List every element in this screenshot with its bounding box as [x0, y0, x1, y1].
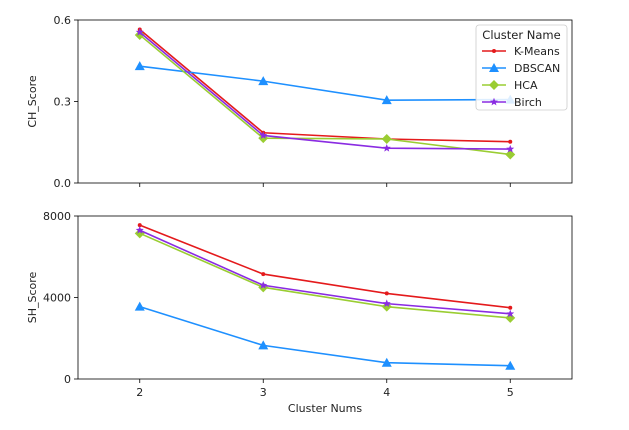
series-birch: [135, 226, 515, 318]
series-hca: [134, 228, 516, 323]
data-point: [505, 360, 516, 370]
data-point: [135, 226, 144, 234]
chart-panel-1: 0.0 0.3 0.6 CH_Score Cluster Name K-Means DBSC…: [26, 14, 573, 190]
series-line: [139, 28, 511, 143]
legend-marker: [489, 80, 499, 90]
legend-label: DBSCAN: [514, 62, 560, 75]
legend: Cluster Name K-Means DBSCAN HCA Birch: [475, 24, 568, 111]
y-tick-label: 4000: [43, 292, 71, 305]
legend-marker: [492, 49, 496, 53]
legend-label: Birch: [514, 96, 542, 109]
series-line: [139, 229, 511, 315]
data-point: [506, 309, 515, 318]
legend-marker: [490, 97, 498, 106]
data-point: [258, 340, 269, 350]
data-point: [382, 299, 391, 308]
legend-title: Cluster Name: [482, 28, 560, 42]
series-line: [139, 305, 511, 367]
y-tick-label: 0.0: [54, 177, 72, 190]
legend-item: Birch: [482, 96, 542, 109]
series-birch: [135, 28, 515, 153]
legend-marker: [489, 63, 499, 72]
data-point: [508, 139, 513, 144]
data-point: [261, 272, 266, 277]
data-point: [381, 357, 392, 367]
series-line: [139, 232, 511, 319]
y-tick-label: 8000: [43, 210, 71, 223]
y-tick-label: 0.3: [54, 96, 72, 109]
data-point: [505, 312, 516, 323]
y-tick-label: 0: [64, 373, 71, 386]
series-line: [139, 34, 511, 156]
x-tick-label: 2: [136, 386, 143, 399]
series-dbscan: [134, 301, 516, 370]
data-point: [134, 29, 145, 40]
data-point: [259, 281, 268, 289]
data-point: [506, 144, 515, 153]
legend-item: K-Means: [482, 45, 560, 58]
series-line: [139, 224, 511, 309]
series-hca: [134, 29, 516, 160]
series-k-means: [137, 27, 513, 144]
legend-label: HCA: [514, 79, 538, 92]
chart-panel-2: 0 4000 8000 2 3 4 5 SH_Score Cluster Nums: [26, 210, 573, 415]
data-point: [505, 149, 516, 160]
y-tick-label: 0.6: [54, 14, 72, 27]
data-point: [134, 301, 145, 311]
series-k-means: [137, 223, 513, 310]
data-point: [258, 76, 269, 86]
y-axis-label: CH_Score: [26, 75, 39, 127]
x-tick-label: 4: [383, 386, 390, 399]
data-point: [135, 28, 144, 36]
legend-item: DBSCAN: [482, 62, 560, 75]
data-point: [381, 133, 392, 144]
data-point: [137, 223, 142, 228]
x-tick-label: 5: [507, 386, 514, 399]
series-line: [139, 65, 511, 101]
x-axis-label: Cluster Nums: [288, 402, 362, 415]
data-point: [382, 144, 391, 152]
data-point: [384, 291, 389, 296]
data-point: [259, 131, 268, 139]
x-tick-label: 3: [260, 386, 267, 399]
legend-label: K-Means: [514, 45, 560, 58]
legend-item: HCA: [482, 79, 538, 92]
series-dbscan: [134, 61, 516, 105]
series-line: [139, 31, 511, 150]
legend-box: [475, 24, 568, 111]
data-point: [381, 95, 392, 105]
y-axis-label: SH_Score: [26, 271, 39, 323]
data-point: [508, 305, 513, 310]
data-point: [134, 61, 145, 71]
